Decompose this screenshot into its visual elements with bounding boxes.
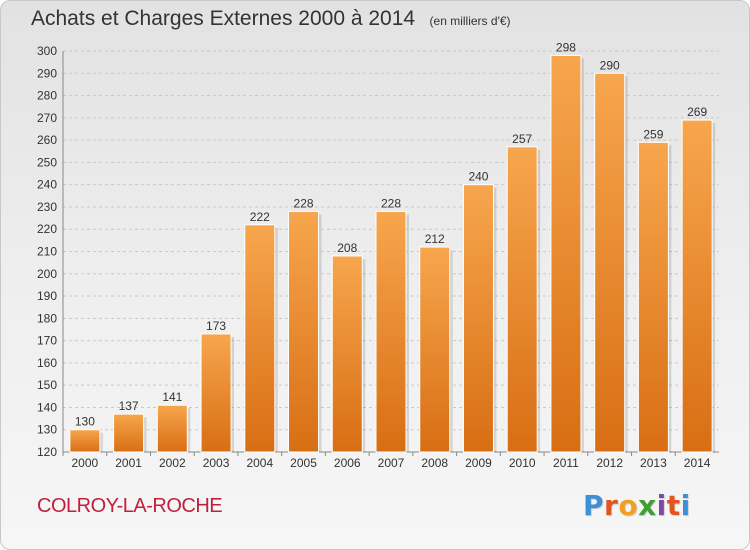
bar-2005 — [288, 210, 320, 453]
x-tick-label: 2003 — [203, 456, 230, 470]
x-tick-label: 2006 — [334, 456, 361, 470]
bar-2009 — [462, 184, 494, 453]
y-tick-label: 150 — [37, 378, 57, 392]
y-tick-label: 240 — [37, 178, 57, 192]
data-label: 228 — [294, 196, 314, 210]
bar-2003 — [200, 333, 232, 453]
x-tick-label: 2005 — [290, 456, 317, 470]
bar-2004 — [244, 224, 276, 453]
bar-2008 — [419, 246, 451, 453]
logo-letter: t — [666, 489, 681, 522]
x-tick-label: 2013 — [640, 456, 667, 470]
chart-title: Achats et Charges Externes 2000 à 2014 — [31, 7, 416, 30]
bar-2002 — [156, 404, 188, 453]
bars — [69, 54, 716, 453]
data-label: 141 — [162, 390, 182, 404]
x-tick-label: 2014 — [684, 456, 711, 470]
y-tick-label: 130 — [37, 423, 57, 437]
x-tick-label: 2008 — [421, 456, 448, 470]
y-tick-label: 250 — [37, 155, 57, 169]
data-label: 173 — [206, 319, 226, 333]
bar-2000 — [69, 429, 101, 453]
y-tick-label: 180 — [37, 311, 57, 325]
x-tick-label: 2000 — [72, 456, 99, 470]
x-tick-label: 2012 — [596, 456, 623, 470]
logo-letter: i — [656, 489, 667, 522]
logo-letter: x — [638, 489, 657, 522]
y-tick-label: 280 — [37, 89, 57, 103]
data-label: 212 — [425, 232, 445, 246]
logo-letter: P — [583, 489, 605, 522]
bar-2006 — [331, 255, 363, 453]
logo-letter: i — [680, 489, 691, 522]
data-label: 298 — [556, 40, 576, 54]
bar-2010 — [506, 146, 538, 453]
data-label: 222 — [250, 210, 270, 224]
logo-letter: r — [604, 489, 619, 522]
data-label: 259 — [643, 127, 663, 141]
x-tick-label: 2004 — [246, 456, 273, 470]
y-tick-label: 220 — [37, 222, 57, 236]
data-label: 208 — [337, 241, 357, 255]
data-label: 240 — [468, 170, 488, 184]
proxiti-logo[interactable]: Proxiti — [583, 489, 691, 522]
x-tick-label: 2011 — [553, 456, 579, 470]
y-tick-label: 190 — [37, 289, 57, 303]
y-tick-label: 170 — [37, 334, 57, 348]
bar-2007 — [375, 210, 407, 453]
chart-unit: (en milliers d'€) — [429, 14, 511, 28]
y-tick-label: 140 — [37, 400, 57, 414]
y-tick-label: 210 — [37, 245, 57, 259]
x-tick-label: 2001 — [115, 456, 142, 470]
y-tick-label: 160 — [37, 356, 57, 370]
logo-letter: o — [618, 489, 639, 522]
data-label: 290 — [600, 58, 620, 72]
bar-2012 — [594, 72, 626, 453]
y-tick-label: 260 — [37, 133, 57, 147]
x-tick-label: 2009 — [465, 456, 492, 470]
x-tick-label: 2002 — [159, 456, 186, 470]
title-row: Achats et Charges Externes 2000 à 2014 (… — [31, 7, 511, 31]
bar-2014 — [681, 119, 713, 453]
y-tick-label: 230 — [37, 200, 57, 214]
x-tick-label: 2010 — [509, 456, 536, 470]
bar-2013 — [637, 141, 669, 453]
bar-2011 — [550, 54, 582, 453]
y-tick-label: 300 — [37, 44, 57, 58]
commune-name: COLROY-LA-ROCHE — [37, 495, 223, 517]
bar-2001 — [113, 413, 145, 453]
y-tick-label: 200 — [37, 267, 57, 281]
data-label: 269 — [687, 105, 707, 119]
x-tick-label: 2007 — [378, 456, 405, 470]
y-tick-label: 270 — [37, 111, 57, 125]
y-tick-label: 120 — [37, 445, 57, 459]
y-tick-label: 290 — [37, 66, 57, 80]
data-label: 228 — [381, 196, 401, 210]
data-label: 137 — [119, 399, 139, 413]
data-label: 130 — [75, 415, 95, 429]
labels: 120 130 140 150 160 170 180 190 200 210 220 230 240 2… — [37, 40, 711, 470]
data-label: 257 — [512, 132, 532, 146]
